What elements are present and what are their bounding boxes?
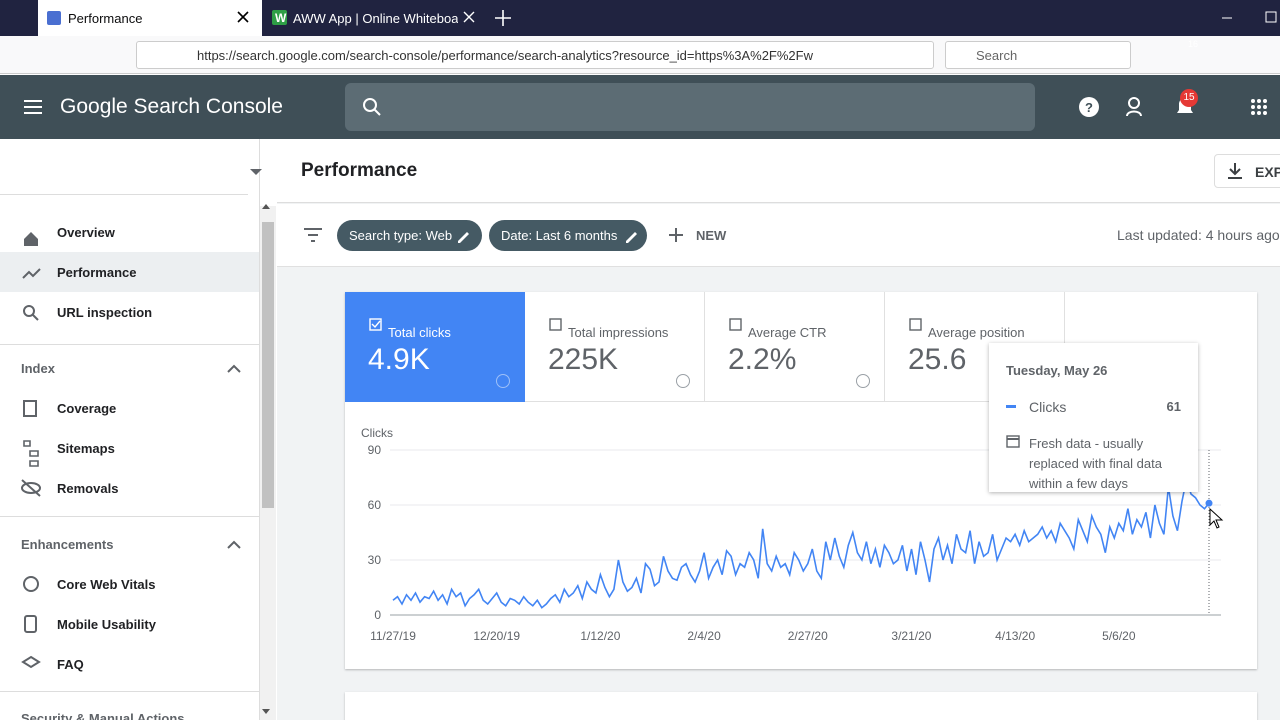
metric-card[interactable] — [345, 292, 525, 402]
edit-icons — [458, 232, 637, 243]
x-tick-label: 1/12/20 — [580, 629, 620, 643]
x-tick-label: 2/4/20 — [687, 629, 721, 643]
metric-value: 225K — [548, 343, 619, 376]
page-header — [277, 139, 1280, 203]
tab[interactable]: Performance — [38, 0, 262, 36]
divider — [0, 691, 259, 692]
y-tick-label: 60 — [368, 498, 382, 512]
badge: 16 — [1187, 39, 1198, 49]
series-line — [392, 479, 1210, 609]
export-button[interactable]: EXPORT — [1214, 154, 1280, 188]
metric-label: Average CTR — [748, 325, 827, 340]
x-tick-label: 11/27/19 — [370, 629, 416, 643]
calendar-icon — [1006, 435, 1020, 448]
metric-label: Total clicks — [388, 325, 451, 340]
nav-item[interactable]: Performance — [57, 265, 137, 280]
notification-count: 15 — [1183, 92, 1195, 103]
app-search[interactable] — [345, 83, 1035, 131]
nav-item[interactable]: Mobile Usability — [57, 617, 156, 632]
section-title[interactable]: Security & Manual Actions — [21, 711, 185, 720]
nav-item[interactable]: Overview — [57, 225, 115, 240]
svg-text:?: ? — [1085, 100, 1093, 115]
property-selector[interactable] — [0, 149, 248, 195]
page-title: Performance — [301, 160, 418, 181]
x-tick-label: 5/6/20 — [1102, 629, 1136, 643]
tooltip-value: 61 — [1166, 399, 1181, 414]
section-title[interactable]: Index — [21, 361, 55, 376]
sidebar — [0, 139, 260, 720]
tooltip-swatch — [1006, 405, 1016, 408]
nav-item[interactable]: URL inspection — [57, 305, 153, 320]
tooltip-series: Clicks — [1029, 399, 1067, 415]
filter-chip[interactable]: Search type: Web — [337, 220, 483, 251]
search-icon — [363, 98, 381, 116]
sidebar-icons — [21, 169, 270, 714]
divider — [0, 516, 259, 517]
y-tick-label: 30 — [368, 553, 382, 567]
metric-label: Average position — [928, 325, 1025, 340]
address-bar[interactable]: https://search.google.com/search-console… — [136, 41, 934, 69]
tooltip-note: Fresh data - usually replaced with final… — [1029, 436, 1162, 491]
metric-value: 25.6 — [908, 343, 967, 376]
new-filter[interactable]: NEW — [696, 228, 727, 243]
tooltip — [989, 343, 1198, 492]
last-updated: Last updated: 4 hours ago — [1117, 227, 1280, 243]
y-tick-label: 0 — [374, 608, 381, 622]
app-name: Google Search Console — [60, 95, 283, 118]
x-tick-label: 2/27/20 — [788, 629, 828, 643]
hover-point — [1205, 499, 1213, 507]
tab[interactable]: AWW App | Online Whiteboard — [293, 11, 458, 26]
section-title[interactable]: Enhancements — [21, 537, 114, 552]
metric-value: 2.2% — [728, 343, 797, 376]
x-tick-label: 12/20/19 — [473, 629, 520, 643]
app-icons: ? — [24, 89, 1267, 117]
cursor — [1209, 508, 1224, 529]
card-icons — [369, 318, 922, 388]
browser-search[interactable]: Search — [945, 41, 1131, 69]
metric-value: 4.9K — [368, 343, 430, 376]
nav-item[interactable]: Core Web Vitals — [57, 577, 156, 592]
y-tick-label: 90 — [368, 443, 382, 457]
divider — [0, 344, 259, 345]
nav-item[interactable]: Removals — [57, 481, 119, 496]
filter-icon[interactable] — [303, 226, 323, 244]
metric-label: Total impressions — [568, 325, 669, 340]
metric-card[interactable] — [525, 292, 705, 402]
x-tick-label: 4/13/20 — [995, 629, 1035, 643]
next-panel — [345, 692, 1257, 720]
plus-icon — [669, 228, 683, 242]
y-axis-title: Clicks — [361, 426, 393, 440]
download-icon — [1228, 163, 1242, 179]
scroll-thumb[interactable] — [262, 222, 274, 508]
nav-item[interactable]: FAQ — [57, 657, 84, 672]
svg-text:W: W — [275, 11, 287, 25]
nav-item[interactable]: Sitemaps — [57, 441, 115, 456]
tooltip-date: Tuesday, May 26 — [1006, 363, 1108, 378]
filter-chip[interactable]: Date: Last 6 months — [489, 220, 648, 251]
active-item — [0, 252, 259, 292]
x-tick-label: 3/21/20 — [891, 629, 931, 643]
nav-item[interactable]: Coverage — [57, 401, 117, 416]
metric-card[interactable] — [705, 292, 885, 402]
